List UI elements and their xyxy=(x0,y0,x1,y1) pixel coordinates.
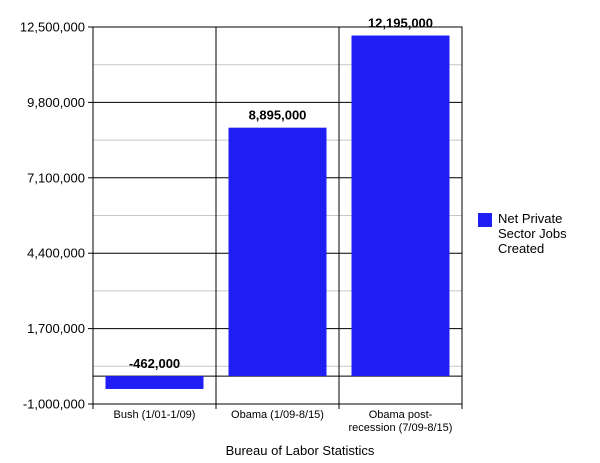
plot-border xyxy=(92,26,463,405)
data-label: 8,895,000 xyxy=(249,108,307,123)
y-tick-label: 1,700,000 xyxy=(27,321,85,336)
y-tick-label: -1,000,000 xyxy=(23,397,85,412)
bar xyxy=(105,376,204,389)
y-tick-label: 7,100,000 xyxy=(27,170,85,185)
bar xyxy=(228,127,327,377)
bars xyxy=(105,35,450,389)
x-axis: Bush (1/01-1/09) Obama (1/09-8/15) Obama p… xyxy=(114,409,453,434)
legend: Net Private Sector Jobs Created xyxy=(478,211,596,256)
plot-frame xyxy=(92,26,463,409)
x-tick-label: Obama (1/09-8/15) xyxy=(231,409,324,421)
data-labels: -462,000 8,895,000 12,195,000 xyxy=(129,16,433,372)
data-label: 12,195,000 xyxy=(368,16,433,31)
y-tick-label: 12,500,000 xyxy=(20,20,85,35)
bar xyxy=(351,35,450,377)
y-tick-label: 9,800,000 xyxy=(27,95,85,110)
data-label: -462,000 xyxy=(129,356,180,371)
x-tick-label: Obama post-recession (7/09-8/15) xyxy=(349,409,453,434)
y-axis: -1,000,000 1,700,000 4,400,000 7,100,000 9,8… xyxy=(20,20,93,412)
legend-label: Net Private Sector Jobs Created xyxy=(498,211,567,256)
y-tick-label: 4,400,000 xyxy=(27,246,85,261)
x-tick-label: Bush (1/01-1/09) xyxy=(114,409,196,421)
x-axis-title: Bureau of Labor Statistics xyxy=(226,443,375,458)
legend-swatch xyxy=(478,213,492,227)
